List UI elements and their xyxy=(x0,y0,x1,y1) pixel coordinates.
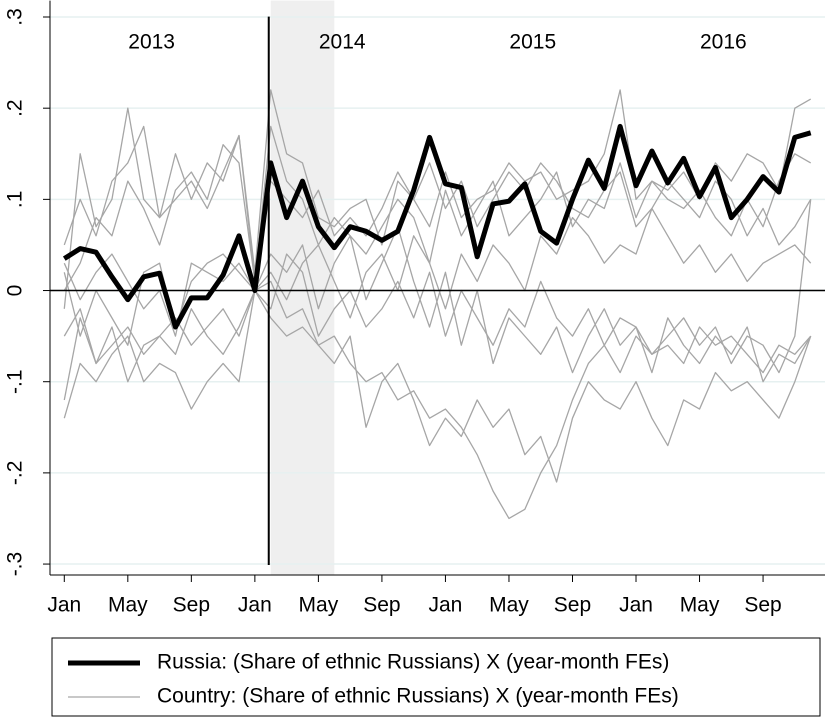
x-tick-label: Sep xyxy=(363,594,400,617)
y-tick-label: .2 xyxy=(4,99,27,117)
year-label: 2016 xyxy=(700,31,747,54)
russia-line xyxy=(62,123,812,330)
legend-box xyxy=(51,637,821,717)
x-tick-label: May xyxy=(680,594,720,617)
x-tick-label: Jan xyxy=(238,594,272,617)
legend-label: Russia: (Share of ethnic Russians) X (ye… xyxy=(157,651,669,674)
x-tick-label: May xyxy=(299,594,339,617)
y-tick-label: 0 xyxy=(4,285,27,297)
country-line xyxy=(63,289,812,483)
country-line xyxy=(63,199,812,374)
country-line xyxy=(63,207,812,337)
country-line xyxy=(63,280,812,520)
legend-label: Country: (Share of ethnic Russians) X (y… xyxy=(157,685,679,708)
year-label: 2015 xyxy=(509,31,556,54)
y-tick-label: -.2 xyxy=(4,461,27,486)
x-tick-label: May xyxy=(108,594,148,617)
country-line xyxy=(63,226,812,401)
x-tick-label: Jan xyxy=(47,594,81,617)
y-tick-label: -.1 xyxy=(4,369,27,394)
y-tick-label: -.3 xyxy=(4,552,27,577)
y-tick-label: .3 xyxy=(4,8,27,26)
shaded-period xyxy=(270,0,335,576)
x-tick-label: Sep xyxy=(554,594,591,617)
x-tick-label: May xyxy=(489,594,529,617)
country-line xyxy=(63,144,812,291)
x-tick-label: Sep xyxy=(173,594,210,617)
country-line xyxy=(63,125,812,283)
x-tick-label: Jan xyxy=(619,594,653,617)
year-label: 2014 xyxy=(319,31,366,54)
country-line xyxy=(63,89,812,309)
y-tick-label: .1 xyxy=(4,191,27,209)
x-tick-label: Jan xyxy=(429,594,463,617)
year-label: 2013 xyxy=(128,31,175,54)
x-tick-label: Sep xyxy=(744,594,781,617)
